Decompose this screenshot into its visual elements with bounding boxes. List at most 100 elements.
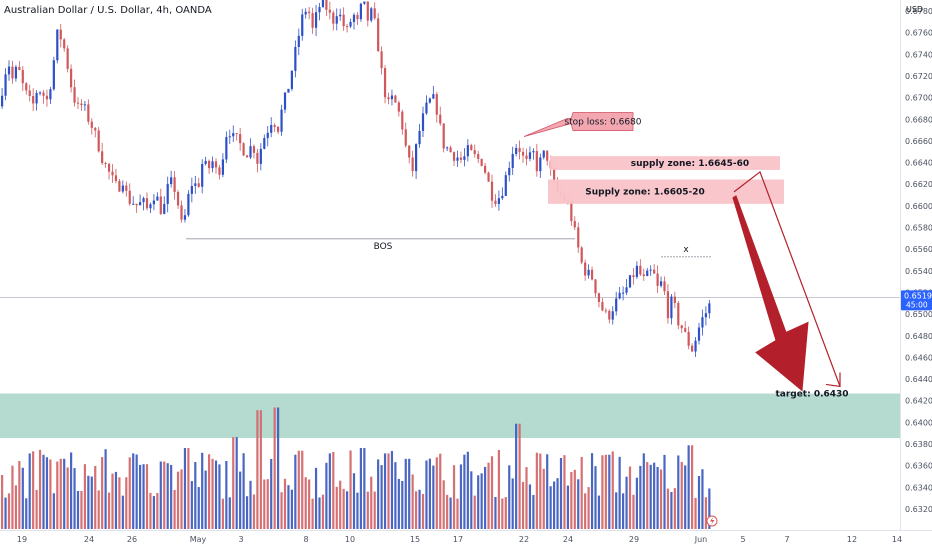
volume-bar-up	[697, 476, 701, 529]
stop-loss-callout[interactable]	[523, 112, 634, 137]
volume-bar-up	[352, 473, 356, 529]
volume-bar-up	[235, 437, 238, 529]
candle-body-up	[418, 130, 421, 145]
candle-body-down	[383, 68, 387, 98]
volume-bar-down	[211, 458, 214, 529]
candle-body-up	[321, 0, 325, 8]
candle-body-down	[435, 94, 438, 115]
candle-body-up	[283, 92, 287, 110]
volume-bar-up	[294, 454, 297, 529]
candle-body-down	[525, 155, 528, 159]
volume-bar-up	[21, 467, 24, 529]
candle-body-down	[518, 147, 521, 152]
volume-bar-down	[321, 494, 325, 529]
volume-bar-up	[635, 477, 638, 529]
volume-bar-down	[280, 492, 283, 529]
volume-bar-up	[653, 462, 656, 529]
candle-body-down	[197, 183, 200, 187]
candle-body-down	[356, 14, 359, 20]
volume-bar-up	[428, 458, 431, 529]
candle-body-up	[1, 95, 4, 107]
volume-bar-down	[518, 423, 521, 529]
candle-body-up	[390, 95, 394, 100]
volume-bar-down	[632, 494, 635, 529]
volume-bar-down	[163, 461, 166, 529]
volume-bar-up	[594, 466, 597, 529]
candle-body-up	[618, 292, 621, 299]
candle-body-up	[139, 202, 142, 206]
candle-body-down	[590, 269, 594, 280]
volume-bar-down	[11, 465, 14, 529]
volume-bar-down	[421, 493, 425, 529]
volume-bar-up	[201, 452, 204, 529]
volume-bar-up	[359, 448, 362, 529]
time-tick-label: 12	[847, 535, 857, 544]
volume-bar-up	[356, 492, 359, 529]
candle-body-down	[573, 221, 576, 228]
volume-bar-down	[370, 476, 373, 529]
candle-body-down	[176, 191, 180, 206]
current-price-tag	[901, 290, 932, 311]
candle-body-down	[308, 11, 311, 14]
candle-body-down	[59, 29, 62, 40]
volume-bar-up	[701, 469, 704, 529]
volume-bar-up	[708, 488, 711, 529]
candle-body-up	[625, 287, 628, 293]
volume-bar-down	[311, 498, 314, 529]
volume-bar-up	[394, 462, 397, 529]
volume-bar-down	[387, 453, 390, 529]
volume-bar-up	[225, 461, 228, 529]
volume-bar-up	[577, 479, 580, 529]
candle-body-down	[439, 114, 442, 124]
currency-label: USD	[906, 5, 924, 14]
candle-body-down	[32, 95, 35, 104]
volume-bar-down	[80, 491, 83, 529]
candle-body-up	[463, 156, 466, 160]
volume-bar-down	[452, 465, 456, 529]
time-tick-label: Jun	[694, 535, 708, 544]
volume-bar-up	[401, 480, 404, 529]
volume-bar-down	[7, 493, 11, 529]
target-label: target: 0.6430	[775, 389, 848, 399]
supply-zone-1[interactable]	[550, 156, 780, 170]
candle-body-up	[511, 153, 514, 168]
volume-bar-down	[604, 454, 607, 529]
alternate-path-line	[733, 170, 841, 387]
stop-loss-label: stop loss: 0.6680	[564, 118, 641, 128]
volume-bar-up	[28, 453, 31, 529]
volume-bar-down	[125, 477, 128, 529]
candle-body-down	[452, 152, 456, 161]
volume-bar-down	[580, 456, 583, 529]
volume-bar-down	[335, 486, 338, 529]
volume-bar-up	[463, 454, 466, 529]
candle-body-down	[442, 123, 445, 149]
candle-body-down	[680, 325, 683, 329]
candle-body-up	[697, 327, 701, 341]
candle-body-up	[646, 270, 649, 277]
volume-bar-up	[104, 449, 107, 529]
volume-bar-down	[601, 455, 604, 529]
target-zone[interactable]	[0, 393, 900, 439]
volume-bar-down	[59, 458, 62, 529]
time-tick-label: 24	[84, 535, 94, 544]
volume-bar-up	[25, 498, 28, 529]
candle-body-up	[249, 146, 252, 158]
candle-body-down	[332, 12, 335, 24]
candle-body-up	[83, 104, 86, 106]
volume-bar-up	[663, 454, 666, 529]
volume-bar-down	[573, 469, 576, 529]
volume-bar-up	[508, 465, 511, 529]
volume-bar-up	[622, 493, 625, 529]
volume-bar-down	[304, 477, 307, 529]
time-tick-label: 7	[784, 535, 789, 544]
volume-bar-down	[118, 477, 121, 529]
volume-bar-down	[628, 466, 632, 529]
candle-body-up	[515, 147, 518, 154]
candle-body-down	[663, 281, 666, 292]
candle-body-down	[594, 279, 597, 294]
candle-body-down	[490, 181, 494, 201]
